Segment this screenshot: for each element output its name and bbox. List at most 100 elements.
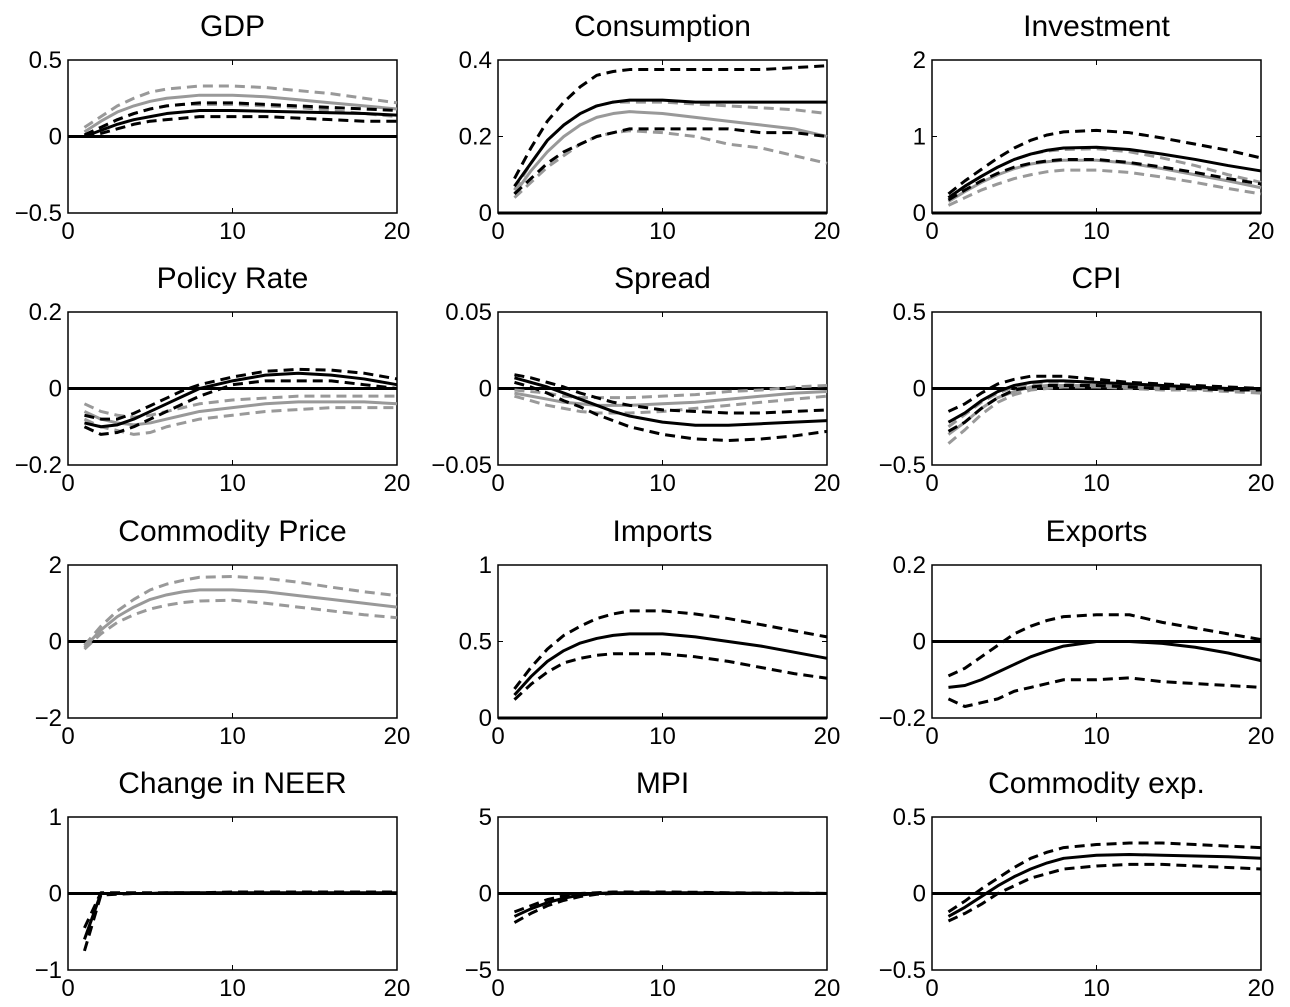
y-tick-label: 0.5	[29, 47, 62, 74]
y-tick-label: −5	[465, 957, 492, 984]
chart-title: Change in NEER	[118, 767, 346, 800]
y-tick-label: 0.5	[893, 299, 926, 326]
band-line	[947, 385, 1262, 445]
chart-title: Imports	[612, 515, 712, 548]
median-line	[513, 632, 828, 697]
y-tick-label: 0	[479, 881, 492, 908]
y-tick-label: 1	[913, 124, 926, 151]
y-tick-label: 0	[479, 376, 492, 403]
x-tick-label: 0	[925, 723, 938, 750]
y-tick-label: 0.5	[893, 804, 926, 831]
y-tick-label: 0.2	[893, 552, 926, 579]
band-line	[83, 101, 398, 137]
y-tick-label: 0	[49, 629, 62, 656]
median-line	[514, 376, 828, 427]
band-line	[83, 574, 398, 647]
chart-title: Policy Rate	[157, 262, 309, 295]
band-line	[947, 168, 1262, 207]
y-tick-label: 0.5	[459, 629, 492, 656]
band-line	[947, 128, 1262, 196]
y-tick-label: 0	[913, 629, 926, 656]
median-line	[513, 110, 828, 195]
y-tick-label: −0.5	[879, 452, 926, 479]
x-tick-label: 20	[384, 975, 411, 1002]
x-tick-label: 20	[384, 218, 411, 245]
y-tick-label: −1	[35, 957, 62, 984]
x-tick-label: 10	[1083, 975, 1110, 1002]
band-line	[83, 890, 397, 929]
band-line	[947, 383, 1261, 433]
plot-frame	[497, 59, 828, 214]
y-tick-label: 0	[913, 881, 926, 908]
median-line	[947, 158, 1262, 203]
x-tick-label: 20	[1248, 723, 1275, 750]
x-tick-label: 0	[491, 470, 504, 497]
x-tick-label: 10	[219, 470, 246, 497]
y-tick-label: 0.05	[445, 299, 492, 326]
x-tick-label: 20	[384, 723, 411, 750]
band-line	[513, 127, 828, 195]
x-tick-label: 20	[1248, 218, 1275, 245]
median-line	[947, 145, 1262, 199]
y-tick-label: 1	[479, 552, 492, 579]
y-tick-label: 0	[49, 376, 62, 403]
band-line	[513, 129, 828, 199]
x-tick-label: 10	[219, 723, 246, 750]
band-line	[84, 115, 397, 138]
y-tick-label: 2	[49, 552, 62, 579]
y-tick-label: −2	[35, 705, 62, 732]
chart-title: GDP	[200, 10, 265, 43]
y-tick-label: 2	[913, 47, 926, 74]
chart-title: Exports	[1046, 515, 1148, 548]
y-tick-label: 0	[49, 124, 62, 151]
x-tick-label: 0	[491, 218, 504, 245]
x-tick-label: 20	[384, 470, 411, 497]
median-line	[83, 588, 398, 649]
band-line	[83, 598, 398, 651]
x-tick-label: 20	[814, 723, 841, 750]
x-tick-label: 0	[925, 975, 938, 1002]
chart-title: CPI	[1071, 262, 1121, 295]
y-tick-label: 1	[49, 804, 62, 831]
x-tick-label: 20	[1248, 470, 1275, 497]
band-line	[947, 676, 1262, 709]
chart-title: Spread	[614, 262, 711, 295]
x-tick-label: 20	[814, 975, 841, 1002]
x-tick-label: 20	[814, 470, 841, 497]
x-tick-label: 10	[219, 218, 246, 245]
y-tick-label: −0.2	[879, 705, 926, 732]
chart-title: Commodity exp.	[988, 767, 1205, 800]
x-tick-label: 0	[61, 723, 74, 750]
band-line	[513, 609, 828, 690]
x-tick-label: 0	[491, 975, 504, 1002]
median-line	[84, 371, 398, 429]
x-tick-label: 10	[1083, 470, 1110, 497]
y-tick-label: 0	[49, 881, 62, 908]
y-tick-label: 0.4	[459, 47, 492, 74]
y-tick-label: −0.05	[431, 452, 492, 479]
x-tick-label: 0	[61, 975, 74, 1002]
x-tick-label: 10	[649, 218, 676, 245]
median-line	[83, 891, 397, 940]
y-tick-label: 5	[479, 804, 492, 831]
band-line	[947, 374, 1262, 413]
band-line	[514, 380, 828, 443]
x-tick-label: 10	[219, 975, 246, 1002]
band-line	[513, 64, 828, 180]
y-tick-label: 0	[913, 376, 926, 403]
x-tick-label: 0	[925, 470, 938, 497]
band-line	[83, 394, 397, 419]
band-line	[514, 373, 828, 415]
band-line	[83, 379, 398, 436]
median-line	[83, 108, 398, 138]
y-tick-label: 0.2	[29, 299, 62, 326]
y-tick-label: 0.2	[459, 124, 492, 151]
x-tick-label: 10	[649, 723, 676, 750]
band-line	[947, 613, 1262, 678]
y-tick-label: −0.5	[879, 957, 926, 984]
plot-frame	[497, 564, 828, 719]
y-tick-label: 0	[479, 705, 492, 732]
band-line	[84, 367, 398, 421]
x-tick-label: 0	[925, 218, 938, 245]
median-line	[83, 93, 398, 134]
